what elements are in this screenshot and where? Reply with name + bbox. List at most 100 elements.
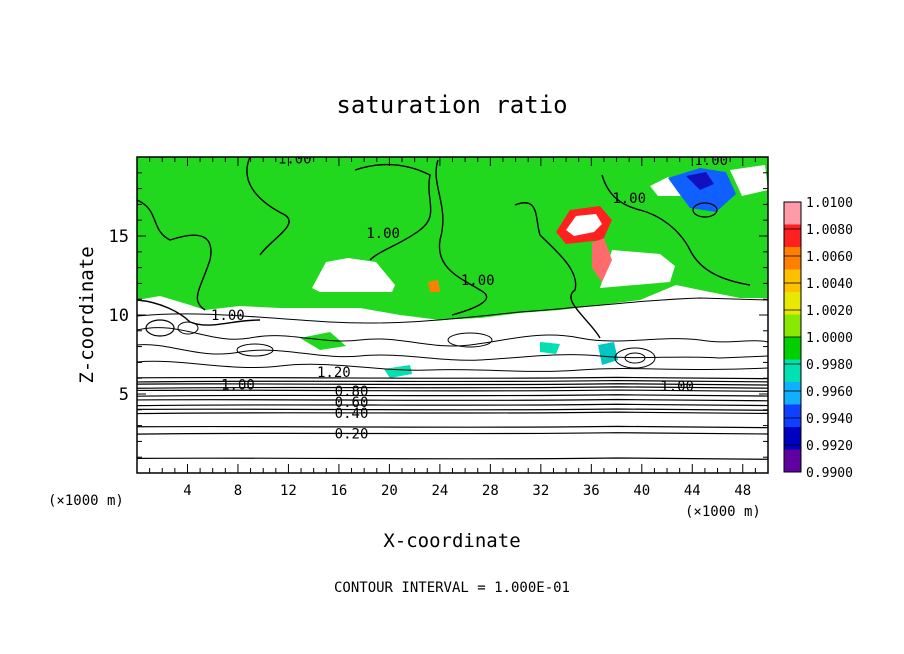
contour-label: 0.80 <box>335 384 369 400</box>
contour-line <box>137 297 768 324</box>
contour-line <box>354 163 432 261</box>
colorbar: 1.0100 1.0080 1.0060 1.0040 1.0020 1.0000 0.99… <box>783 196 853 481</box>
x-tick-label: 48 <box>734 483 751 499</box>
contour-loop <box>447 332 493 348</box>
contour-line <box>137 199 212 311</box>
x-tick-label: 24 <box>431 483 448 499</box>
contour-label: 1.00 <box>694 153 728 169</box>
colorbar-level-label: 1.0060 <box>806 250 853 265</box>
x-tick-label: 40 <box>633 483 650 499</box>
y-tick-label: 10 <box>109 306 129 326</box>
contour-lines <box>137 157 768 460</box>
contour-loop <box>614 347 656 369</box>
colorbar-swatch <box>784 449 801 473</box>
contour-loop <box>692 202 718 218</box>
contour-line <box>514 202 601 339</box>
contour-labels: 1.00 1.00 1.00 1.00 1.00 1.00 1.20 1.00 0.800.60… <box>211 152 728 443</box>
contour-line <box>137 386 768 389</box>
cyan-patch <box>384 365 412 378</box>
cyan-patch <box>598 342 618 365</box>
y-axis: 5 10 15 <box>109 172 768 458</box>
contour-line <box>137 408 768 411</box>
colorbar-swatch <box>784 359 801 383</box>
contour-line <box>137 344 768 361</box>
contour-line <box>137 383 768 386</box>
colorbar-level-label: 1.0080 <box>806 223 853 238</box>
blue-patch <box>668 168 736 212</box>
colorbar-level-label: 0.9980 <box>806 358 853 373</box>
colorbar-level-label: 0.9940 <box>806 412 853 427</box>
colorbar-swatch <box>784 314 801 338</box>
colorbar-level-label: 0.9900 <box>806 466 853 481</box>
colorbar-level-label: 0.9920 <box>806 439 853 454</box>
contour-label: 1.00 <box>211 308 245 324</box>
colorbar-level-label: 1.0100 <box>806 196 853 211</box>
contour-loop <box>145 319 175 337</box>
blue-core-patch <box>686 172 714 190</box>
colorbar-swatch <box>784 224 801 248</box>
contour-line <box>137 327 768 347</box>
contour-line <box>246 157 290 256</box>
x-tick-label: 16 <box>330 483 347 499</box>
x-tick-label: 20 <box>381 483 398 499</box>
red-patch <box>592 238 612 282</box>
contour-line <box>137 425 768 429</box>
colorbar-swatch <box>784 292 801 315</box>
x-tick-label: 36 <box>583 483 600 499</box>
white-patch <box>312 258 395 292</box>
x-tick-label: 4 <box>183 483 191 499</box>
contour-label: 0.40 <box>335 406 369 422</box>
x-tick-label: 12 <box>280 483 297 499</box>
contour-loop <box>236 343 274 357</box>
contour-label: 1.00 <box>366 226 400 242</box>
white-patch <box>730 165 768 196</box>
colorbar-level-label: 1.0000 <box>806 331 853 346</box>
y-tick-label: 15 <box>109 227 129 247</box>
contour-label: 1.00 <box>612 191 646 207</box>
y-unit-label: (×1000 m) <box>48 493 124 509</box>
contour-line <box>137 432 768 435</box>
colorbar-level-label: 1.0040 <box>806 277 853 292</box>
y-tick-label: 5 <box>119 385 129 405</box>
x-tick-label: 32 <box>532 483 549 499</box>
contour-label: 0.60 <box>335 395 369 411</box>
x-axis-label: X-coordinate <box>383 530 520 552</box>
contour-line <box>137 403 768 407</box>
contour-line <box>137 389 768 392</box>
contour-line <box>137 379 768 383</box>
y-axis-label: Z-coordinate <box>76 246 98 383</box>
x-tick-label: 44 <box>684 483 701 499</box>
contour-loop <box>624 352 646 364</box>
colorbar-level-label: 0.9960 <box>806 385 853 400</box>
colorbar-swatch <box>784 404 801 428</box>
colorbar-swatch <box>784 427 801 450</box>
contour-line <box>137 376 768 380</box>
horizontal-contour-lines <box>137 376 768 460</box>
contour-line <box>435 159 488 316</box>
contour-label: 1.00 <box>660 379 694 395</box>
plot-area: 1.00 1.00 1.00 1.00 1.00 1.00 1.20 1.00 0.800.60… <box>137 152 768 473</box>
cyan-patch <box>540 342 560 354</box>
colorbar-swatch <box>784 202 801 225</box>
contour-line <box>601 174 751 286</box>
contour-label: 1.00 <box>278 152 312 168</box>
contour-label: 0.20 <box>335 427 369 443</box>
x-axis: 4 8 12 16 20 24 28 32 36 40 44 48 <box>149 157 756 499</box>
contour-label: 1.00 <box>221 378 255 394</box>
contour-interval-note: CONTOUR INTERVAL = 1.000E-01 <box>334 580 570 596</box>
x-tick-label: 28 <box>482 483 499 499</box>
contour-line <box>137 398 768 402</box>
x-unit-label: (×1000 m) <box>685 504 761 520</box>
contour-line <box>137 394 768 397</box>
contour-line <box>137 457 768 460</box>
chart-title: saturation ratio <box>336 91 567 119</box>
contour-label: 1.20 <box>317 365 351 381</box>
white-patch <box>566 214 602 236</box>
orange-patch <box>428 280 440 292</box>
supersaturated-patches <box>300 165 768 378</box>
contour-label: 1.00 <box>461 273 495 289</box>
colorbar-swatch <box>784 382 801 405</box>
green-patch <box>300 332 346 350</box>
colorbar-swatch <box>784 247 801 270</box>
